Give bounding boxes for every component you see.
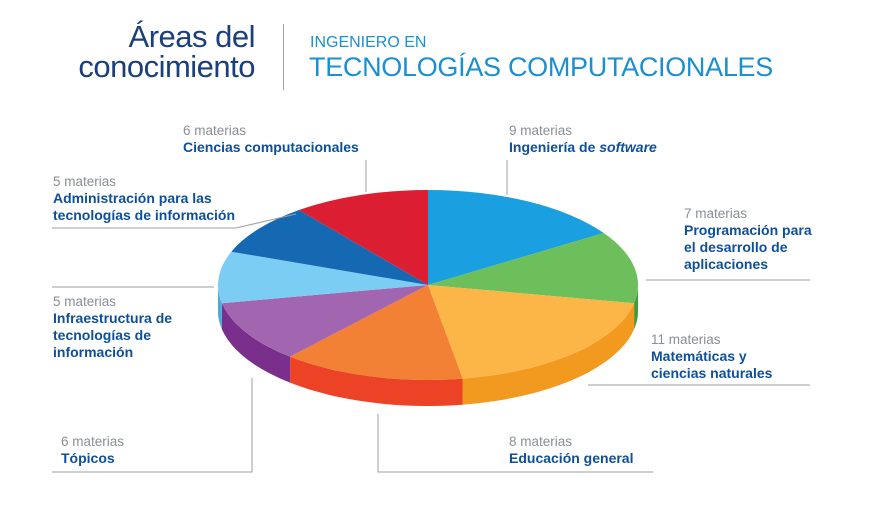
- subtitle-small: INGENIERO EN: [310, 34, 427, 51]
- subtitle-big: TECNOLOGÍAS COMPUTACIONALES: [309, 52, 773, 82]
- slice-name: Educación general: [509, 450, 634, 466]
- slice-count: 9 materias: [509, 123, 573, 138]
- pie-slice: [299, 189, 428, 285]
- label-administracion: 5 materias Administración para las tecno…: [53, 173, 253, 224]
- slice-name: Ingeniería de software: [509, 139, 657, 156]
- label-topicos: 6 materias Tópicos: [61, 433, 124, 467]
- slice-name: Matemáticas y ciencias naturales: [651, 348, 773, 381]
- slice-side: [462, 303, 635, 405]
- label-programacion: 7 materias Programación para el desarrol…: [684, 205, 824, 273]
- leader-line: [52, 213, 297, 229]
- slice-side: [218, 285, 222, 330]
- page-title: Áreas del conocimiento: [78, 19, 256, 84]
- label-educacion-general: 8 materias Educación general: [509, 433, 633, 467]
- pie-sides: [218, 285, 638, 406]
- slice-count: 5 materias: [53, 174, 117, 189]
- leader-line: [377, 414, 653, 473]
- slice-count: 8 materias: [509, 434, 573, 449]
- slice-side: [290, 356, 463, 406]
- slice-count: 6 materias: [183, 123, 247, 138]
- slice-side: [634, 285, 638, 330]
- pie-slice: [428, 189, 604, 285]
- label-matematicas: 11 materias Matemáticas y ciencias natur…: [651, 331, 801, 382]
- pie-slice: [221, 285, 428, 357]
- slice-count: 5 materias: [53, 294, 117, 309]
- slice-name: Tópicos: [61, 450, 115, 466]
- slice-name: Ciencias computacionales: [183, 139, 359, 155]
- header-divider: [283, 24, 284, 90]
- slice-count: 7 materias: [684, 206, 748, 221]
- label-ciencias-computacionales: 6 materias Ciencias computacionales: [183, 122, 359, 156]
- pie-slice: [231, 210, 428, 285]
- slice-name: Programación para el desarrollo de aplic…: [684, 222, 812, 272]
- title-line-2: conocimiento: [78, 49, 255, 84]
- slice-name: Administración para las tecnologías de i…: [53, 190, 236, 223]
- leader-line: [52, 378, 253, 473]
- slice-name-main: Ingeniería de: [509, 139, 600, 155]
- slice-name-italic: software: [599, 139, 657, 155]
- leader-lines: [52, 160, 810, 473]
- pie-top: [217, 189, 639, 380]
- slice-side: [221, 303, 291, 383]
- slice-count: 11 materias: [651, 332, 721, 347]
- title-line-1: Áreas del: [128, 19, 256, 54]
- pie-slice: [290, 285, 463, 380]
- slice-name: Infraestructura de tecnologías de inform…: [53, 310, 173, 360]
- label-infraestructura: 5 materias Infraestructura de tecnología…: [53, 293, 193, 361]
- pie-slice: [217, 251, 428, 304]
- pie-slice: [428, 285, 635, 379]
- pie-slice: [428, 233, 639, 304]
- label-ingenieria-software: 9 materias Ingeniería de software: [509, 122, 657, 156]
- slice-count: 6 materias: [61, 434, 125, 449]
